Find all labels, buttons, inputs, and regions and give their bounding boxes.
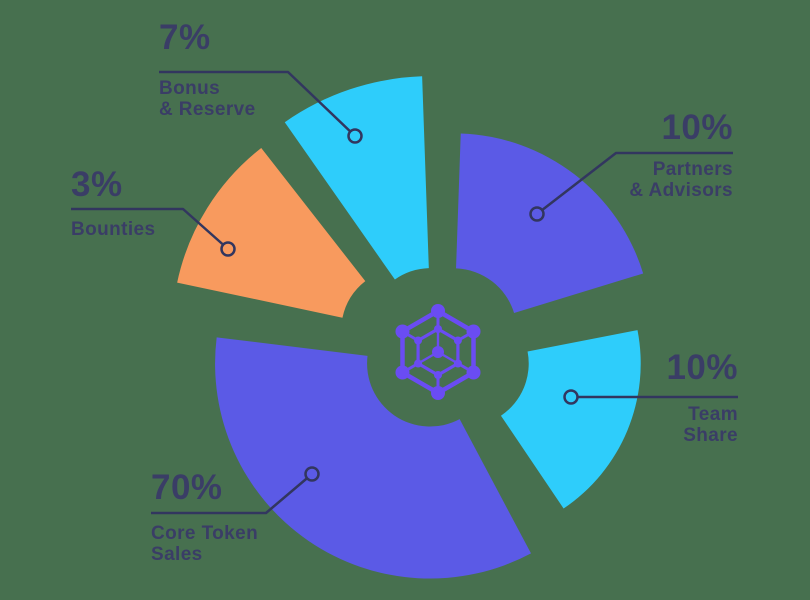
hexagon-network-icon xyxy=(395,304,481,400)
label-bonus-reserve: 7% Bonus & Reserve xyxy=(159,20,256,121)
label-core-token-sales: 70% Core Token Sales xyxy=(151,470,258,566)
outer-node xyxy=(395,365,410,380)
marker-bounties xyxy=(220,241,236,257)
slice-name: Core Token Sales xyxy=(151,523,258,566)
slice-name-line: & Reserve xyxy=(159,99,256,121)
slice-name-line: Core Token xyxy=(151,523,259,544)
leader-line-core-token-sales xyxy=(151,473,313,515)
outer-node xyxy=(431,386,445,400)
marker-bonus-reserve xyxy=(347,128,363,144)
inner-node xyxy=(453,359,462,368)
slice-team-share xyxy=(500,330,641,509)
percent-value: 10% xyxy=(666,348,738,387)
inner-node xyxy=(434,371,442,379)
slice-name-line: Share xyxy=(683,425,738,447)
slice-bonus-reserve xyxy=(284,76,429,280)
percent-value: 70% xyxy=(151,468,223,507)
pie-slices xyxy=(177,76,644,579)
slice-bounties xyxy=(177,147,366,318)
outer-node xyxy=(466,324,481,339)
inner-node xyxy=(453,336,462,345)
leader-lines xyxy=(71,70,738,515)
slice-name-line: Bounties xyxy=(71,219,156,240)
slice-name-line: Partners xyxy=(652,159,733,180)
slice-core-token-sales xyxy=(215,337,532,579)
slice-name-line: & Advisors xyxy=(629,180,733,202)
slice-partners-advisors xyxy=(456,133,644,313)
outer-node xyxy=(395,324,410,339)
slice-name: Bounties xyxy=(71,219,155,240)
leader-line-partners-advisors xyxy=(536,151,733,215)
marker-team-share xyxy=(563,389,579,405)
slice-name: Partners & Advisors xyxy=(629,159,733,202)
marker-partners-advisors xyxy=(529,206,545,222)
label-bounties: 3% Bounties xyxy=(71,167,155,240)
percent-value: 3% xyxy=(71,165,123,204)
leader-line-bounties xyxy=(71,207,229,250)
percent-value: 10% xyxy=(661,108,733,147)
label-team-share: 10% Team Share xyxy=(666,350,738,447)
outer-node xyxy=(466,365,481,380)
slice-name: Bonus & Reserve xyxy=(159,78,256,121)
slice-name-line: Sales xyxy=(151,544,203,566)
percent-value: 7% xyxy=(159,18,211,57)
center-node xyxy=(432,346,444,358)
slice-name-line: Bonus xyxy=(159,78,221,99)
slice-name-line: Team xyxy=(688,404,738,425)
outer-node xyxy=(431,304,445,318)
inner-node xyxy=(414,336,423,345)
slice-name: Team Share xyxy=(666,404,738,447)
inner-node xyxy=(434,325,442,333)
marker-core-token-sales xyxy=(304,466,320,482)
leader-line-bonus-reserve xyxy=(159,70,356,137)
inner-node xyxy=(414,359,423,368)
label-partners-advisors: 10% Partners & Advisors xyxy=(629,110,733,202)
